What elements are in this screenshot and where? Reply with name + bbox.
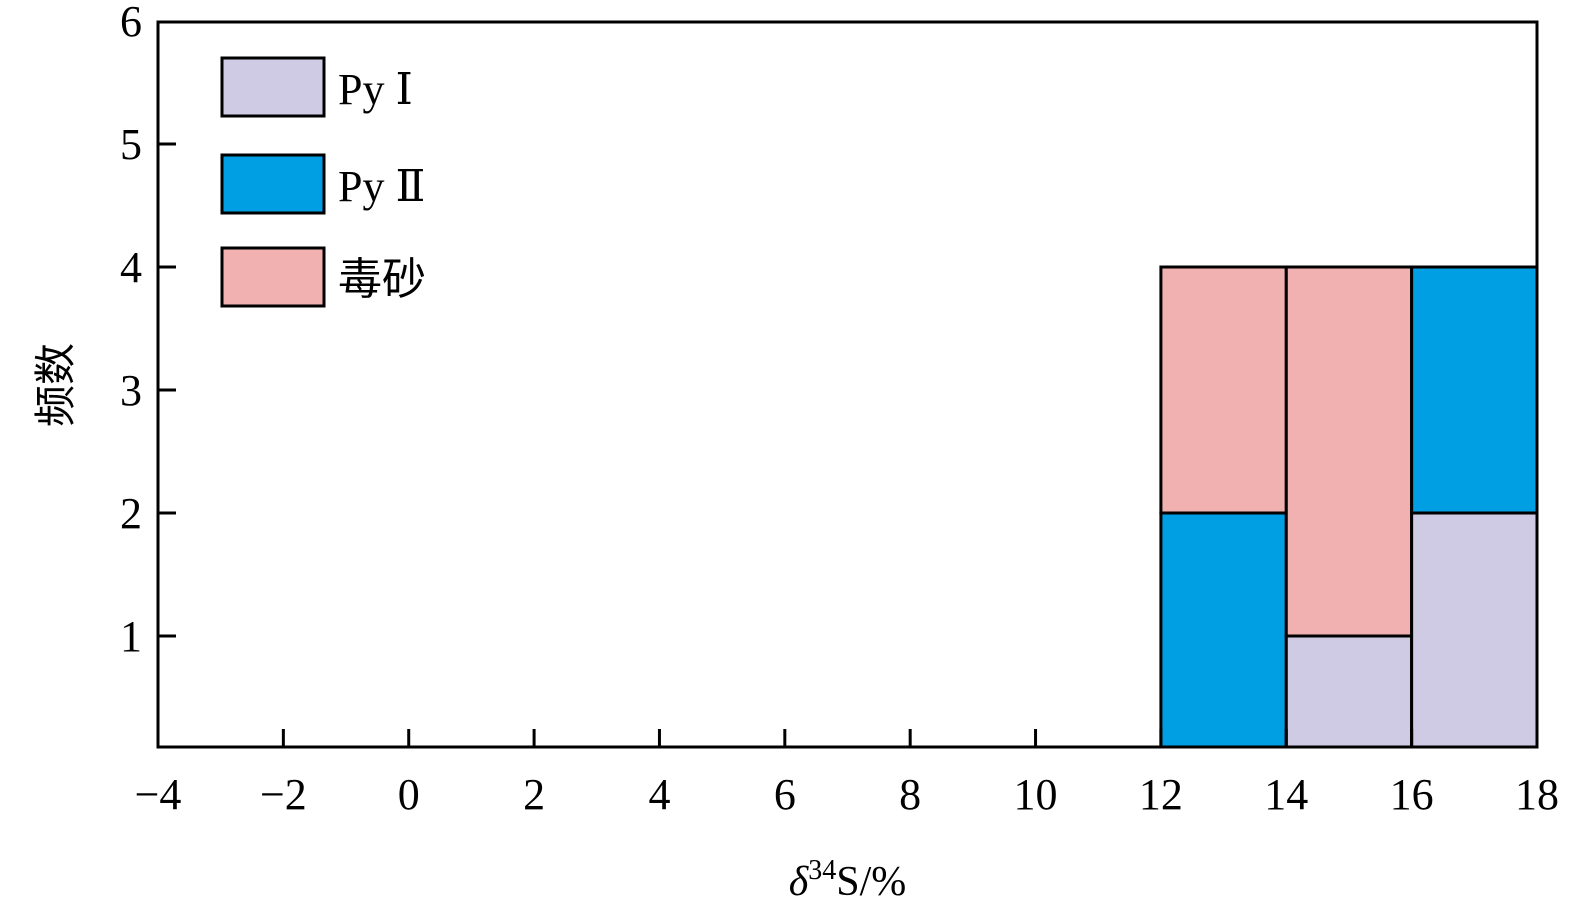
- x-tick-label: 4: [648, 770, 670, 819]
- x-tick-label: 14: [1264, 770, 1308, 819]
- legend-swatch-0: [220, 56, 326, 118]
- legend-label-0: Py Ⅰ: [338, 65, 413, 114]
- x-axis-label-delta: δ: [789, 859, 810, 905]
- bars-group: [1159, 265, 1539, 749]
- x-tick-label: −4: [135, 770, 182, 819]
- x-tick-label: 0: [398, 770, 420, 819]
- bar-bin2-series1: [1410, 265, 1539, 515]
- x-axis-label: δ34S/%: [789, 855, 907, 905]
- x-axis-label-superscript: 34: [808, 855, 836, 886]
- y-tick-label: 5: [120, 120, 142, 169]
- legend-swatch-2: [220, 246, 326, 308]
- y-tick-label: 2: [120, 489, 142, 538]
- y-axis-label: 频数: [34, 343, 80, 427]
- y-tick-label: 6: [120, 0, 142, 46]
- x-tick-label: −2: [260, 770, 307, 819]
- x-tick-label: 6: [774, 770, 796, 819]
- legend-label-2: 毒砂: [338, 255, 426, 304]
- bar-bin1-series0: [1284, 634, 1414, 749]
- x-tick-label: 16: [1390, 770, 1434, 819]
- x-axis-ticks: −4 −2 0 2 4 6 8 10 12 14 16 18: [135, 729, 1559, 819]
- bar-bin0-series1: [1159, 511, 1288, 749]
- bar-bin1-series2: [1284, 265, 1414, 638]
- x-tick-label: 12: [1139, 770, 1183, 819]
- x-tick-label: 8: [899, 770, 921, 819]
- legend-label-1: Py Ⅱ: [338, 162, 425, 211]
- bar-bin2-series0: [1410, 511, 1539, 749]
- x-tick-label: 18: [1515, 770, 1559, 819]
- plot-frame: [156, 20, 1539, 749]
- legend: Py Ⅰ Py Ⅱ 毒砂: [220, 56, 426, 308]
- x-axis-label-rest: S/%: [836, 859, 906, 905]
- x-tick-label: 10: [1014, 770, 1058, 819]
- y-axis-ticks: 1 2 3 4 5 6: [120, 0, 176, 661]
- y-tick-label: 4: [120, 243, 142, 292]
- legend-swatch-1: [220, 153, 326, 215]
- y-tick-label: 3: [120, 366, 142, 415]
- y-tick-label: 1: [120, 612, 142, 661]
- bar-bin0-series2: [1159, 265, 1288, 515]
- x-tick-label: 2: [523, 770, 545, 819]
